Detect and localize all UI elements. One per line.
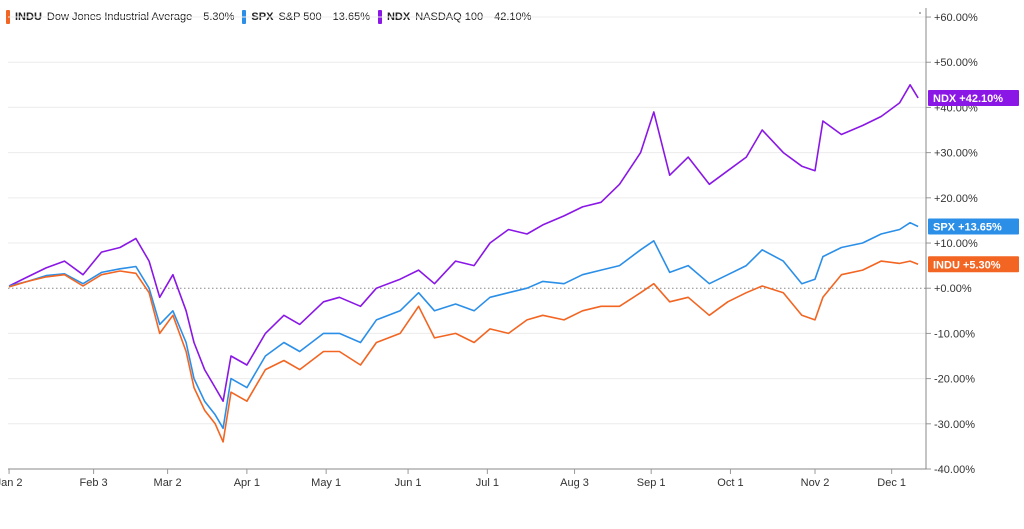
end-label-indu: INDU +5.30% — [928, 256, 1019, 273]
y-tick-label: -30.00% — [934, 419, 975, 431]
y-tick-label: +20.00% — [934, 193, 978, 205]
series-line-spx — [8, 221, 919, 430]
end-label-ndx: NDX +42.10% — [928, 89, 1019, 106]
x-tick-label: May 1 — [311, 477, 341, 489]
x-tick-label: Oct 1 — [717, 477, 743, 489]
y-tick-label: -40.00% — [934, 464, 975, 476]
end-label-text: SPX +13.65% — [933, 222, 1002, 234]
x-tick-label: Jun 1 — [395, 477, 422, 489]
end-label-bg — [928, 256, 1019, 273]
x-tick-label: Feb 3 — [80, 477, 108, 489]
end-label-text: NDX +42.10% — [933, 93, 1003, 105]
series-line-indu — [8, 260, 919, 443]
end-label-text: INDU +5.30% — [933, 259, 1001, 271]
x-tick-label: Jan 2 — [0, 477, 23, 489]
y-tick-label: +50.00% — [934, 57, 978, 69]
y-tick-label: +10.00% — [934, 238, 978, 250]
series-line-ndx — [8, 84, 919, 403]
x-tick-label: Sep 1 — [637, 477, 666, 489]
x-tick-label: Apr 1 — [234, 477, 260, 489]
x-tick-label: Dec 1 — [877, 477, 906, 489]
end-label-bg — [928, 218, 1019, 235]
x-tick-label: Aug 3 — [560, 477, 589, 489]
x-tick-label: Mar 2 — [154, 477, 182, 489]
y-tick-label: +60.00% — [934, 12, 978, 24]
x-tick-label: Nov 2 — [801, 477, 830, 489]
end-label-spx: SPX +13.65% — [928, 218, 1019, 235]
y-tick-label: -20.00% — [934, 374, 975, 386]
y-tick-label: -10.00% — [934, 328, 975, 340]
y-tick-label: +30.00% — [934, 148, 978, 160]
axis-dot — [919, 12, 921, 14]
y-tick-label: +0.00% — [934, 283, 972, 295]
end-label-bg — [928, 89, 1019, 106]
x-tick-label: Jul 1 — [476, 477, 499, 489]
